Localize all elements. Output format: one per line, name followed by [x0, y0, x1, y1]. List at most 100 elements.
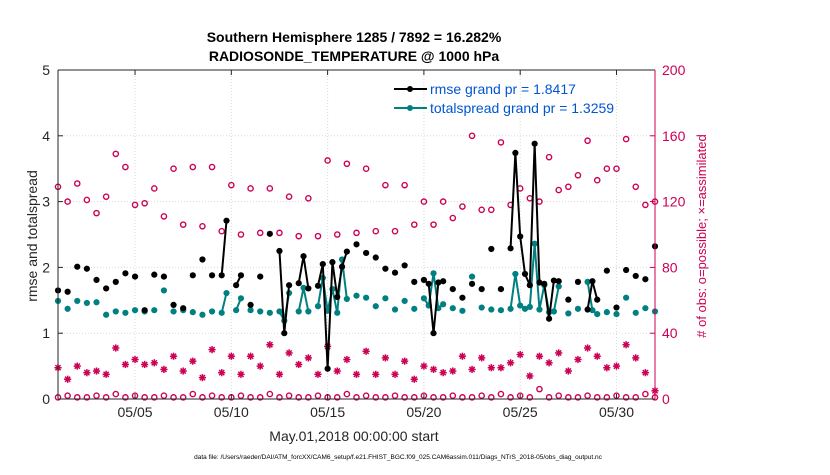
rmse-point [64, 288, 71, 295]
rmse-point [334, 293, 341, 301]
assimilated-obs-marker [208, 346, 216, 354]
assimilated-obs-marker [189, 357, 197, 365]
possible-obs-baseline-marker [497, 390, 505, 398]
rmse-point [218, 272, 225, 279]
possible-obs-baseline-marker [565, 394, 572, 401]
rmse-segment [543, 283, 551, 319]
rmse-segment [533, 143, 541, 283]
x-tick-label: 05/20 [406, 404, 441, 420]
assimilated-obs-marker [275, 370, 284, 378]
totalspread-point [497, 307, 505, 314]
rmse-point [517, 233, 524, 240]
possible-obs-marker [276, 229, 283, 237]
possible-obs-marker [237, 231, 245, 238]
possible-obs-baseline-marker [401, 394, 408, 401]
totalspread-point [531, 240, 538, 247]
totalspread-point [276, 308, 283, 315]
rmse-point [83, 265, 90, 272]
possible-obs-marker [632, 183, 640, 191]
totalspread-point [468, 273, 476, 280]
rmse-point [565, 296, 572, 303]
rmse-segment [427, 283, 435, 334]
chart-title-line2: RADIOSONDE_TEMPERATURE @ 1000 hPa [209, 48, 500, 64]
totalspread-segment [316, 277, 324, 307]
totalspread-point [478, 304, 485, 311]
assimilated-obs-marker [468, 365, 476, 373]
y-right-tick-label: 80 [662, 259, 678, 275]
possible-obs-baseline-marker [488, 394, 495, 401]
totalspread-point [74, 297, 81, 305]
assimilated-obs-marker [102, 370, 110, 378]
rmse-segment [509, 152, 517, 249]
y-left-tick-label: 4 [42, 128, 50, 144]
possible-obs-marker [73, 180, 81, 187]
possible-obs-baseline-marker [584, 392, 591, 400]
assimilated-obs-marker [314, 370, 322, 378]
possible-obs-marker [343, 160, 351, 168]
assimilated-obs-marker [478, 354, 486, 362]
rmse-point [329, 259, 336, 266]
assimilated-obs-marker [545, 359, 553, 367]
assimilated-obs-marker [410, 375, 418, 383]
rmse-point [411, 278, 418, 285]
possible-obs-baseline-marker [449, 392, 457, 400]
assimilated-obs-marker [497, 364, 505, 372]
legend: rmse grand pr = 1.8417 totalspread grand… [394, 81, 614, 116]
possible-obs-marker [170, 165, 177, 172]
totalspread-segment [552, 286, 560, 312]
totalspread-point [64, 305, 71, 312]
assimilated-obs-marker [73, 362, 81, 370]
y-left-tick-label: 2 [42, 259, 50, 275]
possible-obs-baseline-marker [256, 394, 264, 401]
rmse-point [112, 278, 119, 285]
totalspread-point [642, 305, 649, 312]
chart-title-line1: Southern Hemisphere 1285 / 7892 = 16.282… [207, 29, 502, 45]
possible-obs-marker [468, 132, 476, 140]
rmse-point [521, 270, 529, 278]
axes: 05/05 05/10 05/15 05/20 05/25 05/30 0 1 2 3 4 5 0 40 8… [42, 62, 685, 420]
rmse-segment [283, 285, 291, 334]
rmse-segment [432, 282, 440, 334]
rmse-point [103, 285, 110, 292]
possible-obs-baseline-marker [170, 394, 177, 401]
possible-obs-baseline-marker [410, 394, 418, 401]
possible-obs-marker [459, 203, 466, 210]
y-left-tick-label: 3 [42, 194, 50, 210]
totalspread-point [160, 287, 168, 294]
possible-obs-baseline-marker [83, 394, 91, 401]
possible-obs-marker [642, 201, 649, 209]
possible-obs-marker [295, 232, 303, 240]
assimilated-obs-marker [622, 341, 630, 349]
possible-obs-baseline-marker [102, 394, 110, 401]
rmse-segment [591, 280, 599, 300]
rmse-point [440, 278, 447, 285]
rmse-point [74, 263, 81, 270]
rmse-point [233, 282, 240, 289]
totalspread-point [574, 305, 582, 312]
totalspread-point [305, 308, 312, 315]
rmse-point [536, 279, 543, 286]
possible-obs-marker [449, 214, 457, 222]
possible-obs-marker [545, 153, 553, 161]
totalspread-point [449, 305, 456, 312]
possible-obs-baseline-marker [632, 394, 640, 401]
possible-obs-marker [285, 193, 293, 200]
possible-obs-baseline-marker [382, 394, 389, 401]
totalspread-point [459, 307, 466, 314]
assimilated-obs-marker [526, 372, 534, 380]
possible-obs-baseline-marker [150, 394, 158, 401]
assimilated-obs-marker [564, 367, 572, 375]
possible-obs-marker [102, 193, 110, 200]
possible-obs-marker [93, 209, 100, 217]
rmse-point [363, 249, 370, 257]
assimilated-obs-marker [381, 354, 389, 362]
possible-obs-marker [565, 183, 572, 191]
possible-obs-baseline-marker [276, 394, 283, 401]
totalspread-segment [533, 243, 541, 310]
rmse-point [305, 285, 312, 292]
totalspread-point [112, 308, 119, 315]
rmse-segment [331, 261, 339, 298]
assimilated-obs-marker [632, 354, 640, 362]
possible-obs-marker [526, 195, 534, 202]
rmse-point [526, 282, 533, 289]
